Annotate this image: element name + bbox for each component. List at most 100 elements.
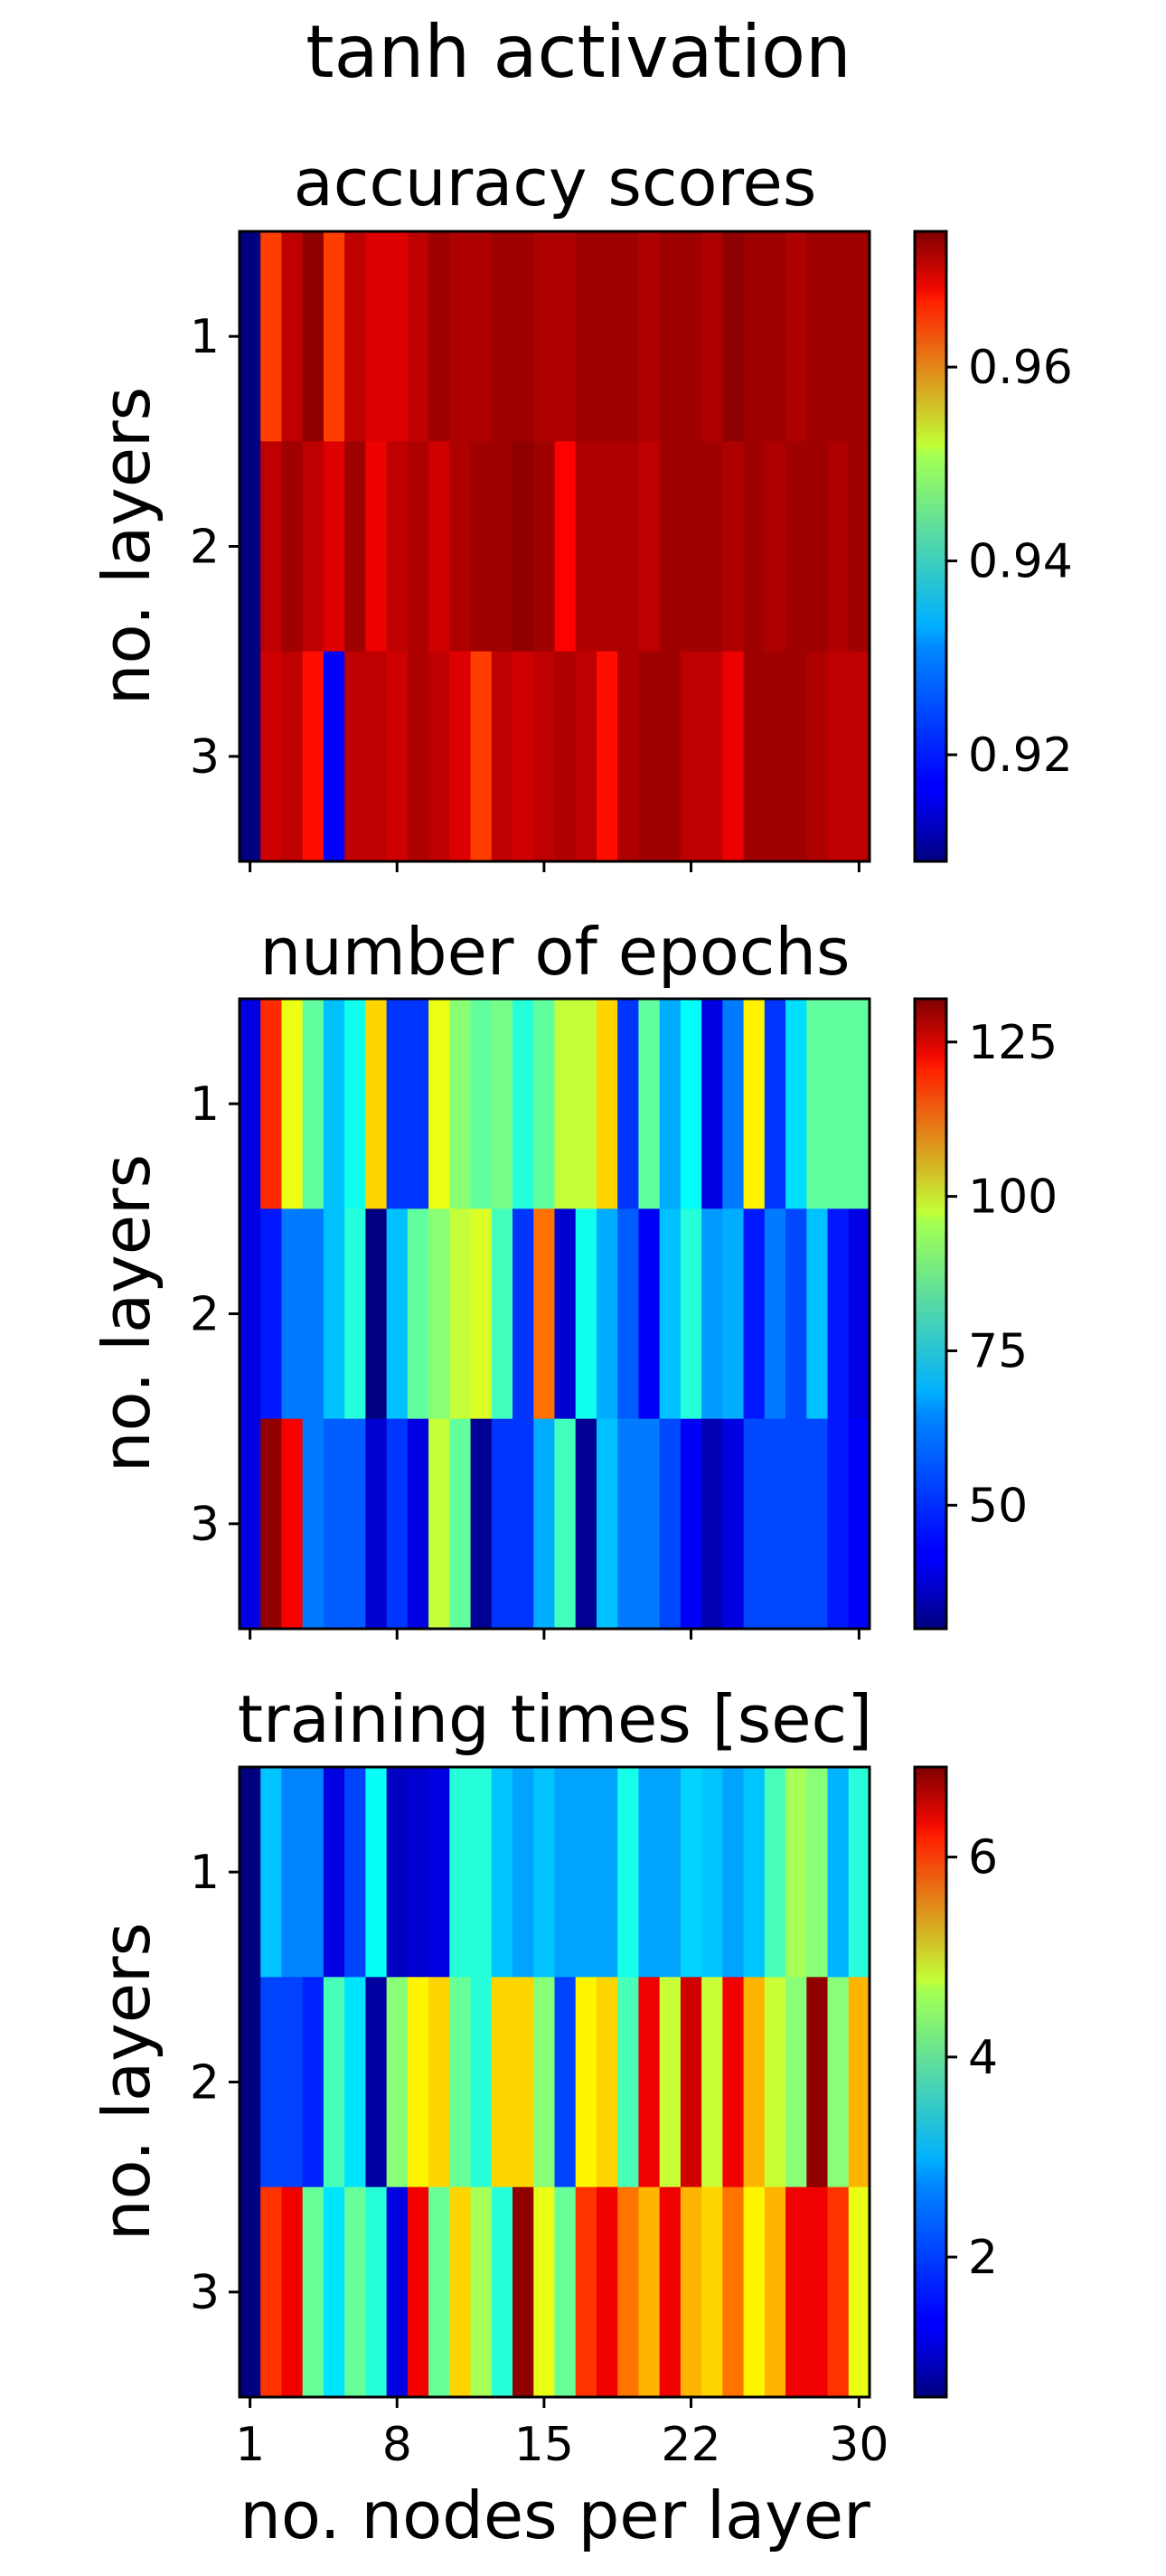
heatmap-cell-accuracy-r2-c7	[365, 441, 388, 653]
heatmap-cell-epochs-r2-c29	[827, 1208, 850, 1420]
heatmap-cell-training-times-r2-c22	[680, 1977, 702, 2188]
heatmap-cell-training-times-r2-c4	[302, 1977, 324, 2188]
colorbar-tick-label: 50	[968, 1479, 1028, 1533]
heatmap-cell-epochs-r3-c24	[722, 1418, 745, 1630]
heatmap-cell-accuracy-r1-c11	[449, 231, 472, 442]
heatmap-cell-epochs-r1-c8	[386, 999, 409, 1209]
panel-title-accuracy: accuracy scores	[294, 145, 817, 221]
heatmap-cell-epochs-r2-c16	[554, 1208, 577, 1420]
heatmap-cell-epochs-r2-c1	[240, 1208, 261, 1420]
heatmap-cell-epochs-r1-c3	[281, 999, 304, 1209]
heatmap-cell-training-times-r3-c25	[743, 2186, 766, 2398]
heatmap-cell-accuracy-r3-c25	[743, 651, 766, 862]
heatmap-cell-accuracy-r2-c26	[764, 441, 786, 653]
heatmap-cell-training-times-r3-c29	[827, 2186, 850, 2398]
heatmap-cell-training-times-r1-c14	[512, 1767, 534, 1978]
heatmap-cell-epochs-r1-c18	[596, 999, 618, 1209]
heatmap-cell-accuracy-r1-c10	[428, 231, 450, 442]
heatmap-cell-accuracy-r2-c8	[386, 441, 409, 653]
heatmap-cell-epochs-r1-c5	[323, 999, 345, 1209]
heatmap-cell-epochs-r1-c19	[617, 999, 640, 1209]
heatmap-cell-training-times-r1-c25	[743, 1767, 766, 1978]
heatmap-cell-accuracy-r2-c6	[344, 441, 366, 653]
heatmap-cell-epochs-r3-c29	[827, 1418, 850, 1630]
heatmap-cell-epochs-r1-c13	[491, 999, 513, 1209]
heatmap-cell-accuracy-r2-c16	[554, 441, 577, 653]
heatmap-cell-accuracy-r3-c26	[764, 651, 786, 862]
heatmap-cell-training-times-r1-c3	[281, 1767, 304, 1978]
heatmap-cell-epochs-r3-c18	[596, 1418, 618, 1630]
heatmap-cell-accuracy-r3-c10	[428, 651, 450, 862]
x-ticks-accuracy	[249, 861, 860, 872]
heatmap-cell-training-times-r3-c1	[240, 2186, 261, 2398]
heatmap-cell-epochs-r2-c6	[344, 1208, 366, 1420]
heatmap-cell-epochs-r2-c18	[596, 1208, 618, 1420]
heatmap-cell-accuracy-r3-c12	[470, 651, 493, 862]
heatmap-cell-training-times-r1-c4	[302, 1767, 324, 1978]
heatmap-cell-training-times-r3-c20	[638, 2186, 661, 2398]
figure-title: tanh activation	[306, 10, 851, 94]
heatmap-cell-training-times-r2-c6	[344, 1977, 366, 2188]
heatmap-cell-training-times-r1-c16	[554, 1767, 577, 1978]
heatmap-cell-epochs-r1-c23	[701, 999, 723, 1209]
heatmap-cell-training-times-r3-c9	[407, 2186, 429, 2398]
heatmap-cell-epochs-r3-c26	[764, 1418, 786, 1630]
heatmap-cell-training-times-r2-c19	[617, 1977, 640, 2188]
heatmap-cell-epochs-r1-c10	[428, 999, 450, 1209]
heatmap-cell-epochs-r2-c24	[722, 1208, 745, 1420]
heatmap-cell-epochs-r1-c11	[449, 999, 472, 1209]
heatmap-cell-training-times-r3-c6	[344, 2186, 366, 2398]
heatmap-cell-epochs-r3-c14	[512, 1418, 534, 1630]
heatmap-cell-epochs-r2-c25	[743, 1208, 766, 1420]
heatmap-cell-accuracy-r2-c10	[428, 441, 450, 653]
heatmap-cell-training-times-r3-c13	[491, 2186, 513, 2398]
heatmap-cell-accuracy-r1-c21	[659, 231, 682, 442]
heatmap-cell-training-times-r2-c7	[365, 1977, 388, 2188]
heatmap-cell-training-times-r1-c8	[386, 1767, 409, 1978]
heatmap-cell-accuracy-r3-c15	[533, 651, 556, 862]
heatmap-cell-epochs-r3-c15	[533, 1418, 556, 1630]
colorbar-tick-label: 100	[968, 1170, 1058, 1225]
heatmap-cell-accuracy-r2-c12	[470, 441, 493, 653]
heatmap-cell-training-times-r2-c1	[240, 1977, 261, 2188]
heatmap-cell-training-times-r1-c15	[533, 1767, 556, 1978]
y-axis-label-accuracy: no. layers	[89, 387, 165, 705]
heatmap-cell-training-times-r1-c11	[449, 1767, 472, 1978]
heatmap-cell-accuracy-r1-c17	[575, 231, 597, 442]
heatmap-cell-accuracy-r1-c12	[470, 231, 493, 442]
heatmap-cell-epochs-r1-c12	[470, 999, 493, 1209]
heatmap-cell-accuracy-r1-c30	[848, 231, 870, 442]
heatmap-cell-epochs-r3-c5	[323, 1418, 345, 1630]
heatmap-cell-training-times-r2-c16	[554, 1977, 577, 2188]
heatmap-cell-epochs-r2-c2	[260, 1208, 283, 1420]
heatmap-cell-epochs-r3-c20	[638, 1418, 661, 1630]
heatmap-cell-epochs-r3-c22	[680, 1418, 702, 1630]
heatmap-cell-accuracy-r1-c25	[743, 231, 766, 442]
heatmap-cell-epochs-r3-c12	[470, 1418, 493, 1630]
colorbar-epochs	[913, 997, 948, 1631]
heatmap-cell-training-times-r3-c4	[302, 2186, 324, 2398]
heatmap-cell-training-times-r3-c18	[596, 2186, 618, 2398]
x-tick-label: 30	[829, 2418, 889, 2472]
colorbar-tick-label: 75	[968, 1325, 1028, 1379]
panel-title-epochs: number of epochs	[260, 914, 851, 990]
x-tick-label: 8	[382, 2418, 412, 2472]
panel-title-training-times: training times [sec]	[238, 1681, 872, 1757]
heatmap-cell-accuracy-r1-c18	[596, 231, 618, 442]
heatmap-cell-accuracy-r2-c14	[512, 441, 534, 653]
heatmap-cell-epochs-r1-c20	[638, 999, 661, 1209]
heatmap-cell-accuracy-r3-c30	[848, 651, 870, 862]
x-axis-label: no. nodes per layer	[240, 2477, 870, 2553]
heatmap-cell-training-times-r3-c21	[659, 2186, 682, 2398]
heatmap-cell-accuracy-r1-c20	[638, 231, 661, 442]
heatmap-cell-training-times-r2-c9	[407, 1977, 429, 2188]
y-tick-label: 1	[190, 310, 220, 364]
heatmap-cell-accuracy-r1-c28	[806, 231, 829, 442]
heatmap-cell-epochs-r3-c9	[407, 1418, 429, 1630]
heatmap-cell-training-times-r1-c23	[701, 1767, 723, 1978]
heatmap-cell-accuracy-r2-c15	[533, 441, 556, 653]
heatmap-cell-training-times-r3-c27	[785, 2186, 807, 2398]
heatmap-cell-training-times-r3-c8	[386, 2186, 409, 2398]
heatmap-cell-training-times-r2-c21	[659, 1977, 682, 2188]
heatmap-cell-accuracy-r1-c26	[764, 231, 786, 442]
